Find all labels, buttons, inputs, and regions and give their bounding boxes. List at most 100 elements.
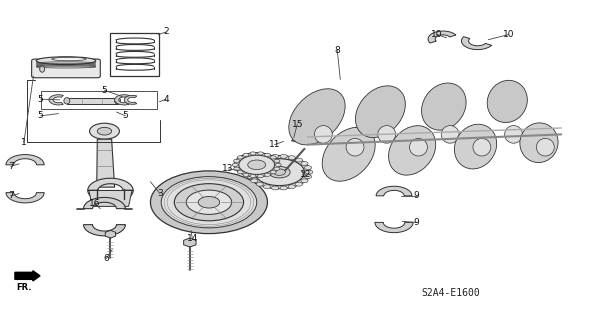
Circle shape xyxy=(274,159,280,163)
Circle shape xyxy=(304,166,312,170)
Circle shape xyxy=(288,156,296,160)
Text: 1: 1 xyxy=(21,138,27,147)
Text: 5: 5 xyxy=(101,86,107,95)
Text: 12: 12 xyxy=(300,170,312,179)
Circle shape xyxy=(97,127,112,135)
Circle shape xyxy=(280,155,287,158)
Ellipse shape xyxy=(52,57,86,61)
Circle shape xyxy=(251,162,258,165)
FancyBboxPatch shape xyxy=(32,59,100,78)
Polygon shape xyxy=(105,230,116,238)
Circle shape xyxy=(272,155,279,158)
Circle shape xyxy=(273,169,285,175)
Ellipse shape xyxy=(454,124,497,169)
Circle shape xyxy=(264,153,270,156)
Circle shape xyxy=(161,177,257,228)
Circle shape xyxy=(296,182,303,186)
Bar xyxy=(110,33,159,76)
Circle shape xyxy=(248,160,266,170)
Circle shape xyxy=(256,182,263,186)
Circle shape xyxy=(120,197,127,201)
Circle shape xyxy=(243,153,249,156)
Polygon shape xyxy=(97,139,115,187)
Circle shape xyxy=(174,184,244,221)
Polygon shape xyxy=(84,197,125,209)
Polygon shape xyxy=(6,193,44,203)
Ellipse shape xyxy=(36,57,96,65)
Circle shape xyxy=(280,186,287,190)
Text: 10: 10 xyxy=(431,30,443,39)
FancyArrow shape xyxy=(15,271,40,281)
Ellipse shape xyxy=(315,125,333,143)
Text: 6: 6 xyxy=(103,254,109,263)
Ellipse shape xyxy=(473,138,491,156)
Circle shape xyxy=(239,155,275,174)
Text: 10: 10 xyxy=(503,30,515,39)
Circle shape xyxy=(243,173,249,176)
Circle shape xyxy=(247,175,254,179)
Text: 14: 14 xyxy=(186,234,198,243)
Text: S2A4-E1600: S2A4-E1600 xyxy=(421,288,480,298)
Ellipse shape xyxy=(115,98,121,104)
Circle shape xyxy=(250,152,256,155)
Circle shape xyxy=(264,173,270,176)
Circle shape xyxy=(257,174,263,178)
Circle shape xyxy=(275,163,281,166)
Text: 15: 15 xyxy=(291,120,303,129)
Text: 11: 11 xyxy=(269,140,281,149)
Circle shape xyxy=(301,162,308,165)
Circle shape xyxy=(263,185,270,188)
Polygon shape xyxy=(428,31,456,43)
Text: 3: 3 xyxy=(157,189,163,198)
Text: 8: 8 xyxy=(334,46,340,55)
Text: 5: 5 xyxy=(38,111,44,120)
Text: 2: 2 xyxy=(163,28,169,36)
Polygon shape xyxy=(88,178,133,190)
Polygon shape xyxy=(115,95,129,105)
Ellipse shape xyxy=(39,66,45,72)
Ellipse shape xyxy=(410,138,427,156)
Polygon shape xyxy=(461,36,491,50)
Circle shape xyxy=(248,156,310,189)
Circle shape xyxy=(94,197,101,201)
Circle shape xyxy=(237,156,243,159)
Ellipse shape xyxy=(421,83,466,130)
Circle shape xyxy=(150,171,267,234)
Circle shape xyxy=(251,179,258,183)
Text: FR.: FR. xyxy=(16,283,32,292)
Polygon shape xyxy=(184,238,196,247)
Circle shape xyxy=(90,123,119,139)
Circle shape xyxy=(301,179,308,183)
Circle shape xyxy=(288,185,296,188)
Circle shape xyxy=(250,174,256,178)
Text: 16: 16 xyxy=(88,199,100,208)
Circle shape xyxy=(304,175,312,179)
Ellipse shape xyxy=(520,123,558,163)
Polygon shape xyxy=(124,95,137,104)
Ellipse shape xyxy=(346,138,364,156)
Circle shape xyxy=(234,153,279,177)
Text: 13: 13 xyxy=(222,164,234,173)
Circle shape xyxy=(233,159,239,163)
Text: 5: 5 xyxy=(38,95,44,104)
Polygon shape xyxy=(84,225,125,236)
Circle shape xyxy=(198,196,220,208)
Ellipse shape xyxy=(322,127,375,181)
Circle shape xyxy=(306,170,313,174)
Text: 4: 4 xyxy=(163,95,169,104)
Text: 7: 7 xyxy=(8,162,14,171)
Circle shape xyxy=(270,156,276,159)
Polygon shape xyxy=(49,95,63,105)
Ellipse shape xyxy=(504,125,522,143)
Circle shape xyxy=(272,186,279,190)
Polygon shape xyxy=(291,136,300,142)
Circle shape xyxy=(233,167,239,170)
Text: 9: 9 xyxy=(414,191,420,200)
Ellipse shape xyxy=(289,89,345,145)
Circle shape xyxy=(254,159,304,186)
Circle shape xyxy=(296,158,303,162)
Ellipse shape xyxy=(441,125,459,143)
Circle shape xyxy=(270,171,276,174)
Polygon shape xyxy=(6,155,44,165)
Circle shape xyxy=(186,190,232,214)
